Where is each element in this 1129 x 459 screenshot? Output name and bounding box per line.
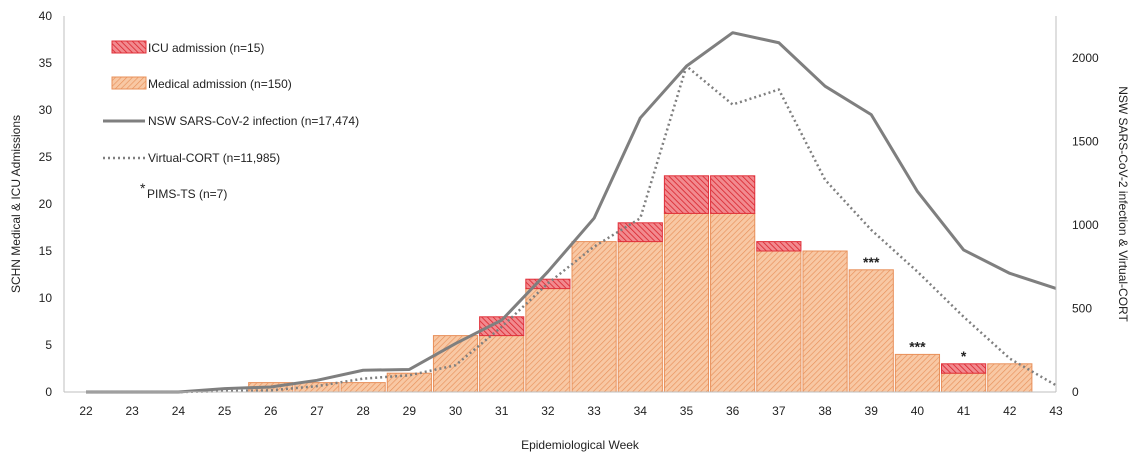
x-tick-label: 28 [356, 404, 370, 418]
legend-label-medical: Medical admission (n=150) [148, 77, 292, 91]
nsw-infection-line [86, 31, 1057, 394]
legend-swatch-icu [111, 40, 147, 54]
legend-swatch-medical [111, 76, 147, 90]
x-ticks: 22 23 24 25 26 27 28 29 30 31 32 33 34 35 36 37 38 39 40 41… [79, 404, 1063, 418]
pims-ts-annotation: *** [863, 254, 880, 270]
legend-swatch-pims: * [140, 180, 146, 196]
left-tick-label: 10 [39, 291, 53, 305]
x-tick-label: 31 [495, 404, 509, 418]
right-ticks: 0 500 1000 1500 2000 [1072, 51, 1099, 399]
pims-ts-annotation: * [961, 348, 967, 364]
right-tick-label: 0 [1072, 385, 1079, 399]
left-tick-label: 15 [39, 244, 53, 258]
left-tick-label: 25 [39, 150, 53, 164]
icu-bar-week-34 [617, 222, 663, 243]
medical-bar-week-32 [525, 288, 571, 393]
x-tick-label: 33 [587, 404, 601, 418]
right-tick-label: 2000 [1072, 51, 1099, 65]
x-tick-label: 39 [865, 404, 879, 418]
medical-bar-week-29 [386, 372, 432, 393]
right-axis-title: NSW SARS-CoV-2 infection & Virtual-CORT [1116, 86, 1129, 322]
x-tick-label: 34 [634, 404, 648, 418]
medical-bar-week-28 [340, 382, 386, 393]
medical-bar-week-41 [941, 372, 987, 393]
x-tick-label: 36 [726, 404, 740, 418]
x-tick-label: 35 [680, 404, 694, 418]
icu-bar-week-37 [756, 241, 802, 252]
legend-label-icu: ICU admission (n=15) [148, 41, 264, 55]
medical-bar-week-37 [756, 250, 802, 393]
medical-bar-week-42 [987, 363, 1033, 393]
x-tick-label: 24 [172, 404, 186, 418]
icu-bar-week-31 [479, 316, 525, 337]
left-axis-title: SCHN Medical & ICU Admissions [9, 115, 23, 293]
x-tick-label: 26 [264, 404, 278, 418]
annotations-layer: ******* [863, 254, 967, 364]
x-tick-label: 42 [1003, 404, 1017, 418]
legend: ICU admission (n=15) Medical admission (… [103, 40, 359, 201]
icu-bar-week-36 [710, 175, 756, 214]
x-tick-label: 27 [310, 404, 324, 418]
left-tick-label: 30 [39, 103, 53, 117]
medical-bar-week-38 [802, 250, 848, 393]
x-tick-label: 30 [449, 404, 463, 418]
x-tick-label: 40 [911, 404, 925, 418]
medical-bar-week-40 [894, 353, 941, 393]
axes [63, 16, 1057, 393]
pims-ts-annotation: *** [909, 338, 926, 354]
icu-bar-week-32 [525, 278, 571, 290]
icu-bar-week-41 [941, 363, 987, 374]
bars-layer [248, 175, 1033, 393]
legend-label-pims: PIMS-TS (n=7) [147, 187, 227, 201]
left-tick-label: 35 [39, 56, 53, 70]
left-tick-label: 20 [39, 197, 53, 211]
lines-layer [86, 31, 1057, 394]
x-tick-label: 43 [1049, 404, 1063, 418]
x-tick-label: 38 [818, 404, 832, 418]
medical-bar-week-39 [848, 269, 894, 393]
x-tick-label: 32 [541, 404, 555, 418]
legend-label-nsw: NSW SARS-CoV-2 infection (n=17,474) [148, 114, 359, 128]
right-tick-label: 1500 [1072, 134, 1099, 148]
x-tick-label: 22 [79, 404, 93, 418]
icu-bar-week-35 [663, 175, 710, 214]
medical-bar-week-35 [663, 212, 710, 393]
left-ticks: 0 5 10 15 20 25 30 35 40 [39, 9, 53, 399]
left-tick-label: 5 [45, 338, 52, 352]
left-tick-label: 0 [45, 385, 52, 399]
medical-bar-week-36 [710, 212, 756, 393]
x-tick-label: 41 [957, 404, 971, 418]
x-tick-label: 23 [126, 404, 140, 418]
legend-label-virtual: Virtual-CORT (n=11,985) [148, 151, 280, 165]
x-tick-label: 37 [772, 404, 786, 418]
x-tick-label: 25 [218, 404, 232, 418]
virtual-cort-line [86, 64, 1057, 394]
medical-bar-week-33 [571, 241, 617, 393]
right-tick-label: 500 [1072, 301, 1092, 315]
medical-bar-week-34 [617, 241, 663, 393]
medical-bar-week-31 [479, 335, 525, 393]
x-axis-title: Epidemiological Week [521, 438, 640, 452]
left-tick-label: 40 [39, 9, 53, 23]
x-tick-label: 29 [403, 404, 417, 418]
right-tick-label: 1000 [1072, 218, 1099, 232]
